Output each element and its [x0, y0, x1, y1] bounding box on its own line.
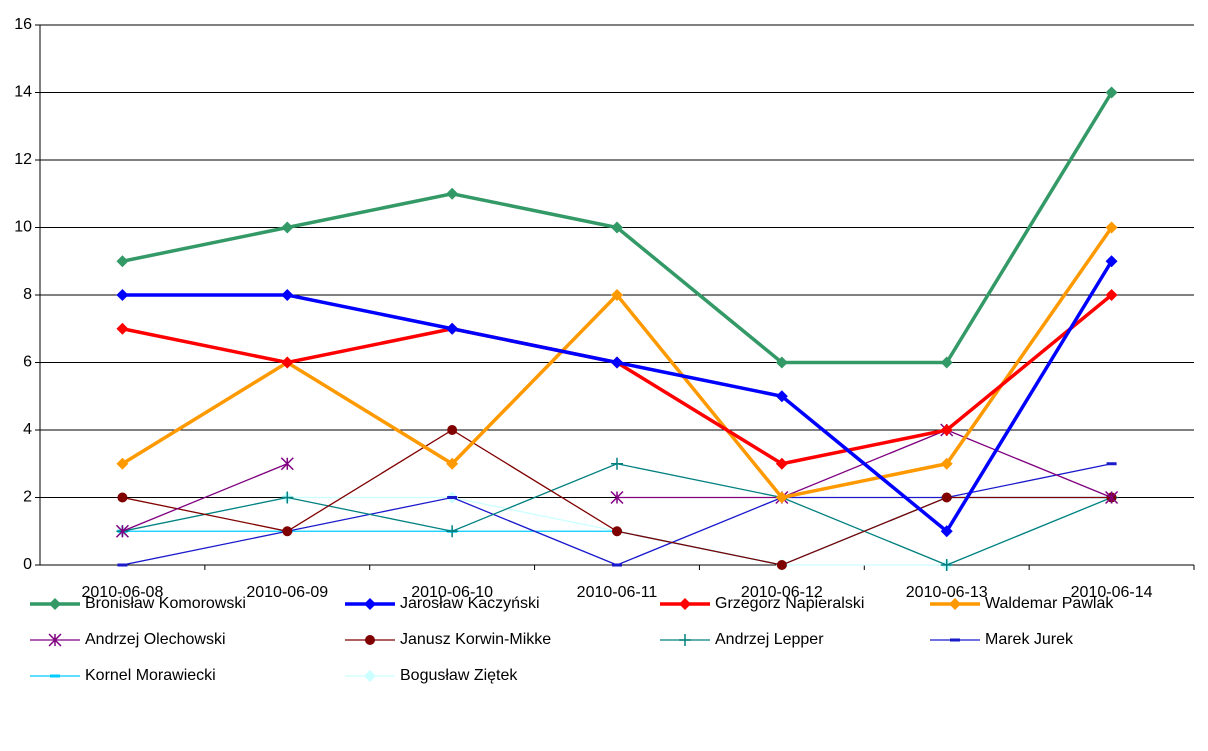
marker	[364, 598, 376, 610]
legend-item: Grzegorz Napieralski	[660, 595, 864, 612]
marker	[1105, 221, 1118, 234]
legend-item: Janusz Korwin-Mikke	[345, 631, 551, 648]
y-tick-label: 12	[14, 151, 32, 168]
y-tick-label: 14	[14, 84, 32, 101]
marker	[611, 356, 623, 369]
marker	[446, 457, 459, 470]
marker	[282, 526, 293, 537]
x-tick-label: 2010-06-12	[741, 584, 823, 601]
marker	[775, 491, 788, 504]
legend-label: Bronisław Komorowski	[85, 595, 246, 612]
marker	[775, 457, 788, 470]
legend-item: Marek Jurek	[930, 631, 1074, 648]
marker	[446, 187, 459, 200]
marker	[281, 491, 294, 504]
marker	[117, 492, 128, 503]
legend-label: Jarosław Kaczyński	[400, 595, 540, 612]
marker	[940, 525, 953, 538]
marker	[116, 322, 129, 335]
marker	[940, 424, 953, 436]
marker	[610, 490, 624, 505]
marker	[940, 356, 953, 369]
y-tick-label: 16	[14, 16, 32, 33]
marker	[281, 221, 294, 234]
marker	[775, 356, 788, 369]
x-tick-label: 2010-06-08	[82, 584, 164, 601]
legend-label: Andrzej Lepper	[715, 631, 824, 648]
legend-item: Bronisław Komorowski	[30, 595, 246, 612]
marker	[280, 457, 294, 471]
marker	[611, 457, 623, 470]
y-tick-label: 0	[23, 556, 32, 573]
marker	[364, 670, 376, 682]
marker	[48, 633, 62, 647]
marker	[940, 457, 953, 470]
marker	[446, 525, 459, 538]
legend-item: Waldemar Pawlak	[930, 595, 1114, 612]
y-tick-label: 6	[23, 354, 32, 371]
marker	[679, 634, 691, 646]
marker	[49, 598, 61, 610]
marker	[611, 289, 623, 301]
y-tick-label: 8	[23, 286, 32, 303]
legend-item: Jarosław Kaczyński	[345, 595, 540, 612]
marker	[1105, 289, 1118, 301]
legend-item: Kornel Morawiecki	[30, 667, 216, 684]
y-tick-label: 2	[23, 489, 32, 506]
series-line	[122, 463, 1112, 566]
marker	[116, 457, 129, 470]
legend-label: Andrzej Olechowski	[85, 631, 226, 648]
legend-label: Grzegorz Napieralski	[715, 595, 864, 612]
legend-label: Kornel Morawiecki	[85, 667, 216, 684]
x-tick-label: 2010-06-11	[577, 584, 658, 601]
marker	[281, 289, 294, 301]
marker	[116, 255, 129, 268]
x-tick-label: 2010-06-09	[246, 584, 328, 601]
legend-item: Bogusław Ziętek	[345, 667, 518, 684]
marker	[612, 526, 622, 537]
legend-label: Janusz Korwin-Mikke	[400, 631, 551, 648]
marker	[1105, 255, 1118, 268]
legend-item: Andrzej Lepper	[660, 631, 824, 648]
marker	[116, 289, 129, 301]
marker	[365, 635, 375, 645]
marker	[115, 524, 129, 538]
marker	[1105, 86, 1118, 99]
marker	[941, 492, 952, 503]
series-line	[122, 260, 1114, 534]
marker	[281, 356, 294, 369]
x-tick-label: 2010-06-14	[1071, 584, 1153, 601]
marker	[611, 221, 623, 234]
x-tick-label: 2010-06-10	[411, 584, 493, 601]
marker	[447, 425, 458, 435]
series-line	[122, 463, 1112, 566]
legend-label: Marek Jurek	[985, 631, 1074, 648]
legend-label: Waldemar Pawlak	[985, 595, 1114, 612]
y-tick-label: 10	[14, 219, 32, 236]
marker	[940, 559, 953, 571]
legend-item: Andrzej Olechowski	[30, 631, 226, 648]
x-tick-label: 2010-06-13	[906, 584, 988, 601]
legend-label: Bogusław Ziętek	[400, 667, 518, 684]
marker	[1105, 490, 1119, 505]
marker	[949, 598, 961, 610]
marker	[446, 322, 459, 335]
marker	[776, 560, 787, 570]
marker	[679, 598, 691, 610]
y-tick-label: 4	[23, 421, 32, 438]
marker	[775, 390, 788, 403]
series-line	[122, 429, 1112, 532]
